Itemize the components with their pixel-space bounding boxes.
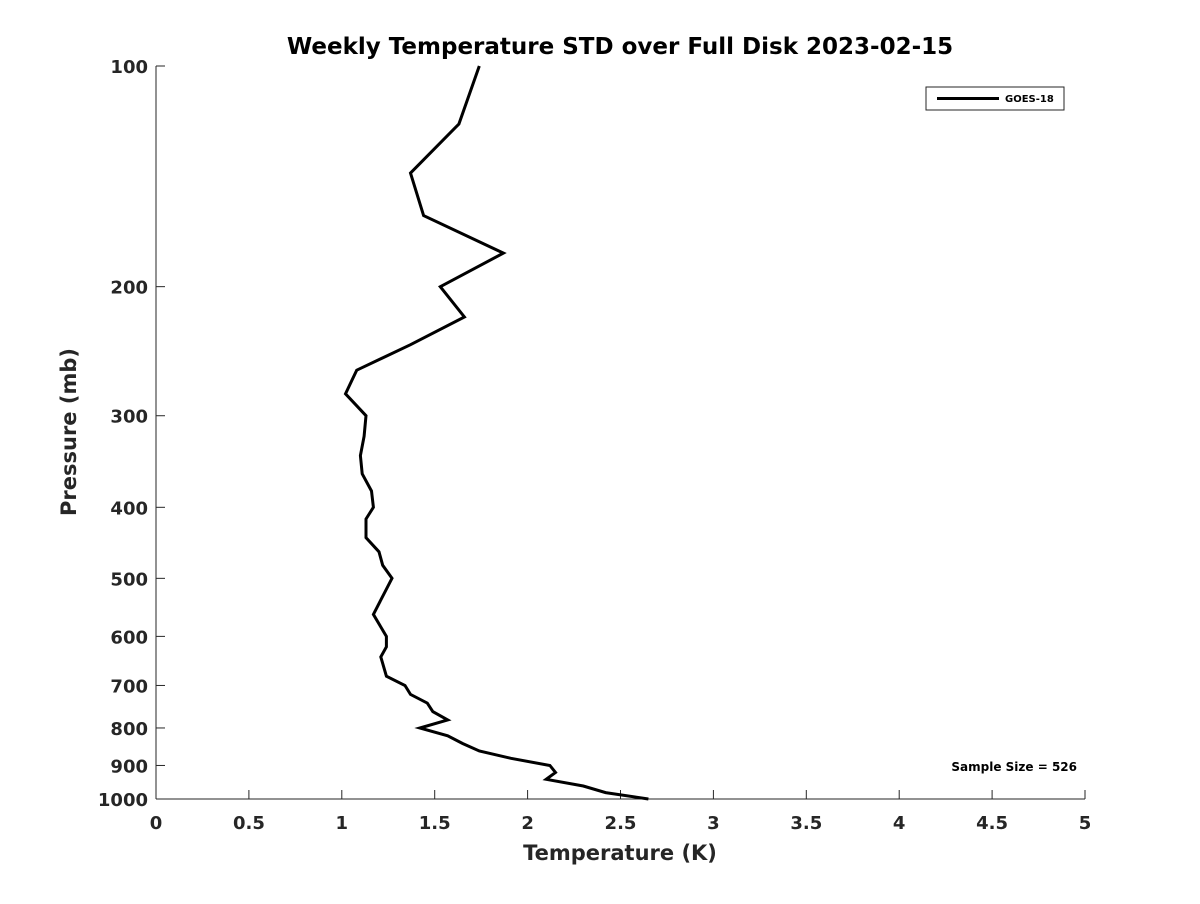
x-tick-label: 4.5 bbox=[976, 813, 1008, 834]
x-tick-label: 1.5 bbox=[419, 813, 451, 834]
y-tick-label: 500 bbox=[110, 569, 148, 590]
legend-label-goes-18: GOES-18 bbox=[1005, 94, 1054, 105]
x-tick-label: 1 bbox=[336, 813, 349, 834]
series-line-goes-18 bbox=[343, 65, 649, 801]
sample-size-annotation: Sample Size = 526 bbox=[951, 760, 1077, 774]
legend: GOES-18 bbox=[925, 86, 1065, 111]
x-tick-label: 0 bbox=[150, 813, 163, 834]
x-tick-label: 2.5 bbox=[605, 813, 637, 834]
y-tick-label: 1000 bbox=[98, 790, 148, 811]
y-axis-ticks: 100 200 300 400 500 600 700 800 900 1000 bbox=[98, 57, 165, 811]
x-axis-ticks: 0 0.5 1 1.5 2 2.5 3 3.5 4 4.5 5 bbox=[150, 790, 1092, 834]
x-tick-label: 4 bbox=[893, 813, 906, 834]
y-tick-label: 100 bbox=[110, 57, 148, 78]
x-tick-label: 2 bbox=[521, 813, 534, 834]
y-tick-label: 200 bbox=[110, 278, 148, 299]
y-tick-label: 900 bbox=[110, 756, 148, 777]
y-tick-label: 800 bbox=[110, 719, 148, 740]
x-tick-label: 3 bbox=[707, 813, 720, 834]
y-tick-label: 700 bbox=[110, 676, 148, 697]
y-tick-label: 400 bbox=[110, 498, 148, 519]
chart-title: Weekly Temperature STD over Full Disk 20… bbox=[287, 34, 953, 60]
series-group bbox=[343, 65, 649, 801]
x-tick-label: 0.5 bbox=[233, 813, 265, 834]
x-tick-label: 3.5 bbox=[790, 813, 822, 834]
x-tick-label: 5 bbox=[1079, 813, 1092, 834]
x-axis-label: Temperature (K) bbox=[523, 841, 717, 865]
axes bbox=[155, 66, 1085, 800]
y-axis-label: Pressure (mb) bbox=[57, 348, 81, 516]
y-tick-label: 300 bbox=[110, 407, 148, 428]
y-tick-label: 600 bbox=[110, 627, 148, 648]
